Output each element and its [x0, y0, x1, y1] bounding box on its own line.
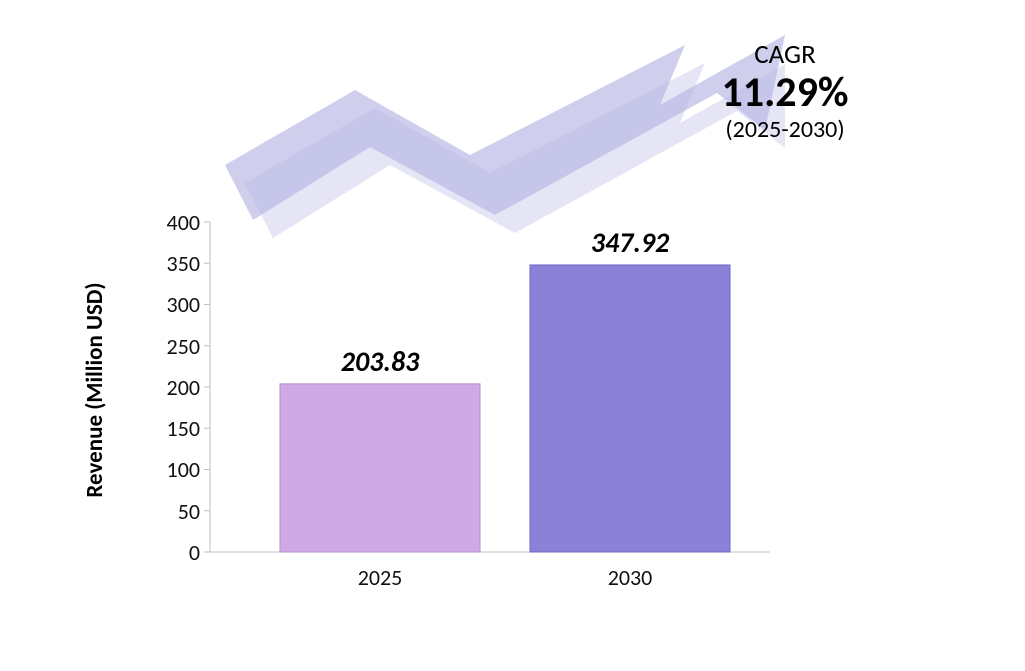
cagr-value: 11.29%	[655, 71, 915, 115]
y-tick-label: 0	[152, 539, 200, 566]
bar	[280, 384, 480, 552]
y-tick-label: 150	[152, 415, 200, 442]
y-tick-label: 200	[152, 374, 200, 401]
bar-value-label: 347.92	[540, 225, 720, 260]
x-category-label: 2030	[570, 564, 690, 591]
y-tick-label: 300	[152, 291, 200, 318]
y-tick-label: 350	[152, 250, 200, 277]
x-category-label: 2025	[320, 564, 440, 591]
cagr-range: (2025-2030)	[655, 115, 915, 144]
chart-stage: Revenue (Million USD) CAGR 11.29% (2025-…	[0, 0, 1025, 671]
y-tick-label: 400	[152, 209, 200, 236]
y-tick-label: 100	[152, 456, 200, 483]
bar-value-label: 203.83	[290, 344, 470, 379]
y-tick-label: 50	[152, 498, 200, 525]
cagr-callout: CAGR 11.29% (2025-2030)	[655, 38, 915, 144]
y-axis-label: Revenue (Million USD)	[81, 240, 109, 540]
plot-svg	[210, 222, 770, 552]
plot-area	[210, 222, 770, 552]
y-tick-label: 250	[152, 333, 200, 360]
bar	[530, 265, 730, 552]
